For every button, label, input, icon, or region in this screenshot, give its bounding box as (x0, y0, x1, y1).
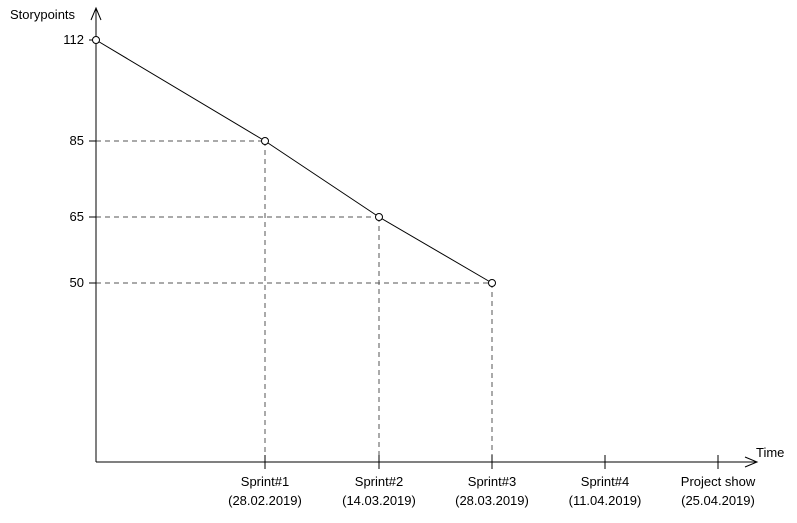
y-tick-label-50: 50 (70, 275, 84, 290)
x-ticks: Sprint#1 (28.02.2019) Sprint#2 (14.03.2019)… (228, 455, 756, 508)
y-tick-label-65: 65 (70, 209, 84, 224)
axes: Storypoints Time (10, 6, 784, 468)
x-tick-date-sprint-2: (14.03.2019) (342, 493, 416, 508)
x-axis-arrow (744, 456, 759, 468)
x-tick-label-project-show: Project show (681, 474, 756, 489)
y-axis-label: Storypoints (10, 7, 76, 22)
series-burndown (92, 36, 496, 287)
data-point-2 (375, 213, 383, 221)
x-axis-label: Time (756, 445, 784, 460)
x-tick-date-sprint-3: (28.03.2019) (455, 493, 529, 508)
y-tick-label-112: 112 (63, 32, 84, 47)
x-tick-label-sprint-2: Sprint#2 (355, 474, 403, 489)
data-point-3 (488, 279, 496, 287)
data-point-1 (261, 137, 269, 145)
y-axis-arrow (90, 6, 102, 21)
y-tick-label-85: 85 (70, 133, 84, 148)
x-tick-date-sprint-4: (11.04.2019) (569, 493, 642, 508)
x-tick-label-sprint-4: Sprint#4 (581, 474, 629, 489)
x-tick-date-sprint-1: (28.02.2019) (228, 493, 302, 508)
x-tick-label-sprint-3: Sprint#3 (468, 474, 516, 489)
x-tick-date-project-show: (25.04.2019) (681, 493, 755, 508)
y-ticks: 112 85 65 50 (63, 32, 96, 290)
data-point-0 (92, 36, 100, 44)
x-tick-label-sprint-1: Sprint#1 (241, 474, 289, 489)
guide-lines (96, 140, 493, 462)
series-line (95, 39, 493, 284)
